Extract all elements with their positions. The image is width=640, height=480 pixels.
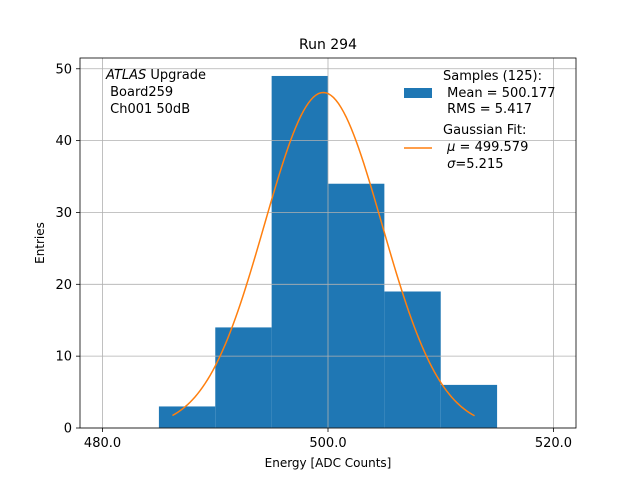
legend-samples-title: Samples (125): bbox=[443, 69, 542, 84]
histogram-bar-2 bbox=[271, 75, 328, 428]
x-tick-label-0: 480.0 bbox=[84, 436, 121, 451]
y-tick-label-5: 50 bbox=[55, 62, 72, 77]
y-tick-label-1: 10 bbox=[55, 350, 72, 365]
annotation-upgrade: Upgrade bbox=[146, 68, 206, 83]
histogram-bar-0 bbox=[158, 406, 216, 428]
legend-fit-sigma: σ=5.215 bbox=[443, 157, 504, 172]
histogram-bars bbox=[158, 75, 498, 428]
x-axis-ticks: 480.0 500.0 520.0 bbox=[84, 428, 572, 451]
legend-sigma-value: =5.215 bbox=[455, 157, 503, 172]
legend-samples-swatch bbox=[404, 88, 432, 98]
annotation-channel: Ch001 50dB bbox=[106, 102, 190, 117]
chart-title: Run 294 bbox=[299, 37, 357, 53]
legend-mu-symbol: μ bbox=[446, 140, 455, 155]
histogram-bar-5 bbox=[440, 384, 498, 428]
y-axis-ticks: 0 10 20 30 40 50 bbox=[55, 62, 80, 437]
legend-mu-value: = 499.579 bbox=[455, 140, 528, 155]
x-tick-label-1: 500.0 bbox=[309, 436, 346, 451]
legend-sigma-symbol: σ bbox=[447, 157, 456, 172]
x-tick-label-2: 520.0 bbox=[535, 436, 572, 451]
y-tick-label-2: 20 bbox=[55, 278, 72, 293]
y-tick-label-4: 40 bbox=[55, 134, 72, 149]
legend-fit-mu: μ = 499.579 bbox=[443, 140, 528, 155]
annotation-atlas: ATLAS bbox=[105, 68, 146, 83]
annotation-board: Board259 bbox=[106, 85, 173, 100]
annotation-line-1: ATLAS Upgrade bbox=[105, 68, 206, 83]
legend-fit-title: Gaussian Fit: bbox=[443, 123, 526, 138]
histogram-bar-3 bbox=[328, 183, 385, 428]
y-tick-label-3: 30 bbox=[55, 206, 72, 221]
legend-samples-mean: Mean = 500.177 bbox=[443, 86, 555, 101]
legend: Samples (125): Mean = 500.177 RMS = 5.41… bbox=[404, 69, 555, 172]
legend-samples-rms: RMS = 5.417 bbox=[443, 102, 532, 117]
gaussian-fit-curve bbox=[172, 91, 475, 417]
histogram-bar-1 bbox=[215, 327, 272, 428]
run-annotation: ATLAS Upgrade Board259 Ch001 50dB bbox=[105, 68, 206, 117]
y-axis-label: Entries bbox=[33, 222, 47, 264]
x-axis-label: Energy [ADC Counts] bbox=[265, 456, 392, 470]
y-tick-label-0: 0 bbox=[64, 422, 72, 437]
histogram-bar-4 bbox=[384, 291, 441, 428]
